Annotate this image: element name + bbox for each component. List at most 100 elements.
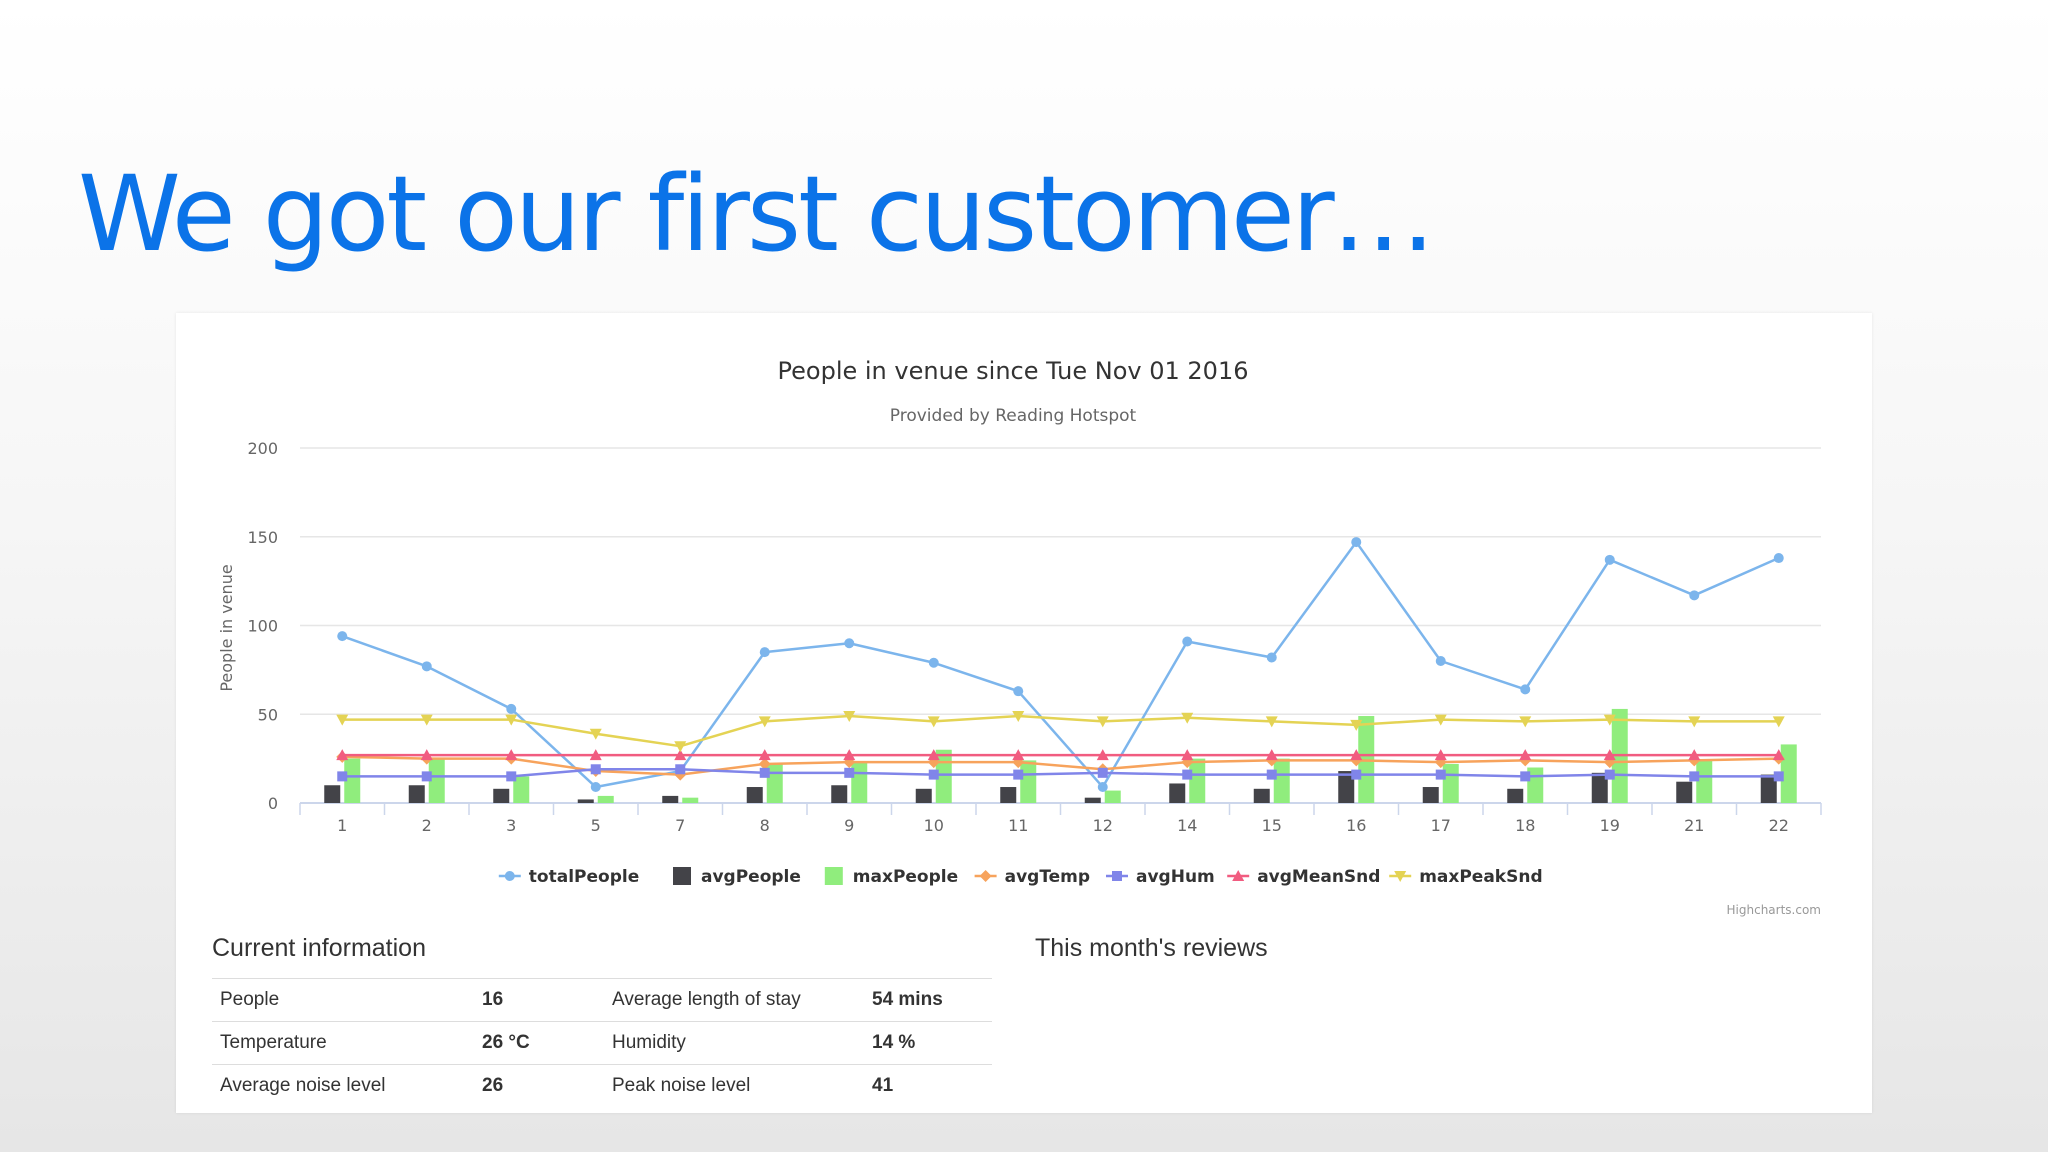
maxPeakSnd-point[interactable] (1603, 714, 1616, 726)
avgHum-point[interactable] (928, 769, 939, 780)
avgHum-point[interactable] (1689, 771, 1700, 782)
avgHum-point[interactable] (1013, 769, 1024, 780)
avgMeanSnd-point[interactable] (1096, 749, 1109, 761)
maxPeakSnd-point[interactable] (1688, 716, 1701, 728)
legend-item-totalPeople[interactable]: totalPeople (498, 867, 639, 887)
maxPeople-bar[interactable] (428, 758, 445, 803)
legend-item-avgHum[interactable]: avgHum (1106, 867, 1215, 887)
legend-item-maxPeakSnd[interactable]: maxPeakSnd (1389, 867, 1543, 887)
avgHum-point[interactable] (1435, 769, 1446, 780)
maxPeakSnd-point[interactable] (505, 714, 518, 726)
avgMeanSnd-point[interactable] (420, 749, 433, 761)
avgPeople-bar[interactable] (408, 785, 425, 803)
totalPeople-point[interactable] (1773, 553, 1784, 564)
maxPeakSnd-point[interactable] (420, 714, 433, 726)
avgPeople-bar[interactable] (1000, 787, 1017, 803)
avgMeanSnd-point[interactable] (1350, 749, 1363, 761)
avgMeanSnd-point[interactable] (758, 749, 771, 761)
maxPeople-bar[interactable] (1273, 758, 1290, 803)
totalPeople-point[interactable] (759, 647, 770, 658)
avgMeanSnd-point[interactable] (505, 749, 518, 761)
maxPeakSnd-point[interactable] (1181, 712, 1194, 724)
legend-item-avgTemp[interactable]: avgTemp (974, 867, 1090, 887)
totalPeople-point[interactable] (1182, 636, 1193, 647)
maxPeople-bar[interactable] (1696, 760, 1713, 803)
legend-item-avgMeanSnd[interactable]: avgMeanSnd (1227, 867, 1380, 887)
avgPeople-bar[interactable] (1676, 781, 1693, 803)
avgMeanSnd-point[interactable] (1772, 749, 1785, 761)
avgMeanSnd-point[interactable] (336, 749, 349, 761)
avgMeanSnd-point[interactable] (927, 749, 940, 761)
avgMeanSnd-point[interactable] (674, 749, 687, 761)
avgHum-point[interactable] (844, 767, 855, 778)
avgHum-point[interactable] (1182, 769, 1193, 780)
avgMeanSnd-point[interactable] (1434, 749, 1447, 761)
maxPeakSnd-line[interactable] (342, 714, 1779, 748)
legend-item-avgPeople[interactable]: avgPeople (673, 867, 801, 887)
avgPeople-bar[interactable] (1338, 771, 1355, 803)
maxPeakSnd-point[interactable] (674, 741, 687, 753)
avgHum-point[interactable] (337, 771, 348, 782)
totalPeople-point[interactable] (421, 661, 432, 672)
maxPeople-bar[interactable] (1020, 760, 1037, 803)
avgPeople-bar[interactable] (1084, 797, 1101, 803)
avgHum-point[interactable] (1520, 771, 1531, 782)
avgHum-point[interactable] (1351, 769, 1362, 780)
avgMeanSnd-point[interactable] (1688, 749, 1701, 761)
avgMeanSnd-point[interactable] (1519, 749, 1532, 761)
avgMeanSnd-point[interactable] (1181, 749, 1194, 761)
maxPeakSnd-point[interactable] (1012, 711, 1025, 723)
avgMeanSnd-point[interactable] (589, 749, 602, 761)
totalPeople-point[interactable] (590, 782, 601, 793)
maxPeakSnd-point[interactable] (1265, 716, 1278, 728)
avgPeople-bar[interactable] (324, 785, 341, 803)
maxPeakSnd-point[interactable] (1096, 716, 1109, 728)
avgMeanSnd-point[interactable] (843, 749, 856, 761)
totalPeople-line[interactable] (341, 540, 1780, 789)
avgPeople-bar[interactable] (1253, 788, 1270, 803)
avgHum-point[interactable] (675, 764, 686, 775)
avgHum-point[interactable] (759, 767, 770, 778)
totalPeople-point[interactable] (1435, 656, 1446, 666)
maxPeakSnd-point[interactable] (589, 728, 602, 740)
avgPeople-bar[interactable] (1760, 774, 1777, 803)
avgHum-point[interactable] (1266, 769, 1277, 780)
avgPeople-bar[interactable] (915, 788, 932, 803)
avgPeople-bar[interactable] (1591, 772, 1608, 803)
avgTemp-point[interactable] (758, 757, 771, 770)
totalPeople-point[interactable] (1351, 537, 1362, 548)
avgHum-point[interactable] (421, 771, 432, 782)
avgMeanSnd-point[interactable] (1603, 749, 1616, 761)
maxPeople-bar[interactable] (682, 797, 699, 803)
avgPeople-bar[interactable] (1507, 788, 1524, 803)
legend-item-maxPeople[interactable]: maxPeople (824, 867, 958, 887)
maxPeople-bar[interactable] (1189, 758, 1206, 803)
avgHum-point[interactable] (1097, 767, 1108, 778)
avgHum-point[interactable] (1773, 771, 1784, 782)
maxPeakSnd-point[interactable] (1434, 714, 1447, 726)
avgHum-point[interactable] (590, 764, 601, 775)
maxPeakSnd-point[interactable] (336, 714, 349, 726)
maxPeakSnd-point[interactable] (1519, 716, 1532, 728)
totalPeople-point[interactable] (1266, 652, 1277, 663)
avgPeople-bar[interactable] (493, 788, 510, 803)
avgPeople-bar[interactable] (746, 787, 763, 803)
maxPeople-bar[interactable] (597, 795, 614, 803)
avgPeople-bar[interactable] (662, 795, 679, 803)
totalPeople-point[interactable] (337, 631, 348, 642)
totalPeople-point[interactable] (506, 703, 517, 714)
avgHum-line[interactable] (342, 768, 1779, 778)
maxPeakSnd-point[interactable] (758, 716, 771, 728)
maxPeople-bar[interactable] (1104, 790, 1121, 803)
avgMeanSnd-point[interactable] (1012, 749, 1025, 761)
maxPeakSnd-point[interactable] (1772, 716, 1785, 728)
chart-credits[interactable]: Highcharts.com (1727, 903, 1821, 917)
maxPeople-bar[interactable] (513, 776, 530, 803)
maxPeakSnd-point[interactable] (927, 716, 940, 728)
totalPeople-point[interactable] (1013, 686, 1024, 697)
maxPeakSnd-point[interactable] (843, 711, 856, 723)
avgPeople-bar[interactable] (577, 799, 594, 803)
avgPeople-bar[interactable] (1422, 787, 1439, 803)
avgPeople-bar[interactable] (1169, 783, 1186, 803)
avgPeople-bar[interactable] (831, 785, 848, 803)
